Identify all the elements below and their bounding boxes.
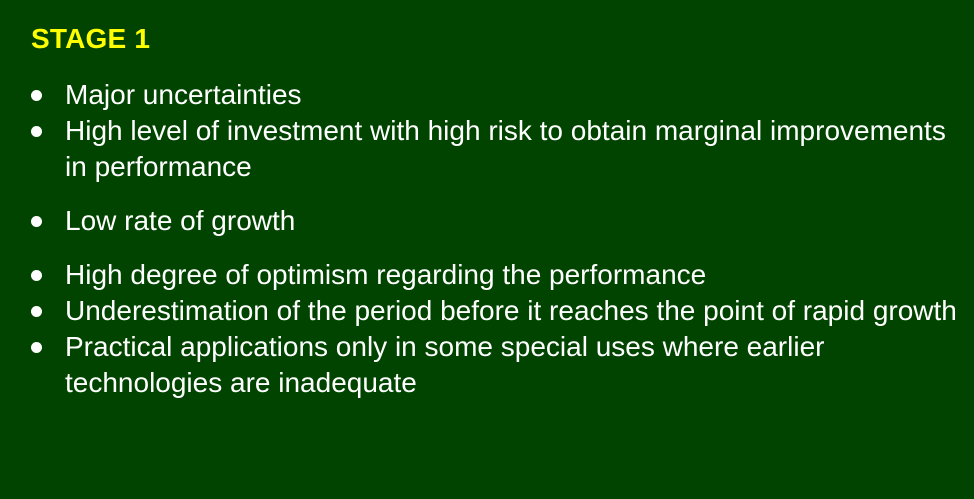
bullet-item: Underestimation of the period before it …	[28, 293, 958, 329]
bullet-dot-icon	[31, 306, 42, 317]
bullet-text: Practical applications only in some spec…	[65, 331, 825, 398]
bullet-item: Practical applications only in some spec…	[28, 329, 958, 401]
bullet-item: Low rate of growth	[28, 203, 958, 239]
bullet-dot-icon	[31, 126, 42, 137]
bullet-text: High degree of optimism regarding the pe…	[65, 259, 707, 290]
bullet-item: High degree of optimism regarding the pe…	[28, 257, 958, 293]
bullet-item: High level of investment with high risk …	[28, 113, 958, 185]
bullet-dot-icon	[31, 216, 42, 227]
bullet-dot-icon	[31, 270, 42, 281]
slide-title: STAGE 1	[31, 23, 151, 54]
bullet-dot-icon	[31, 342, 42, 353]
bullet-text: High level of investment with high risk …	[65, 115, 946, 182]
bullet-dot-icon	[31, 90, 42, 101]
bullet-text: Underestimation of the period before it …	[65, 295, 957, 326]
bullet-text: Major uncertainties	[65, 79, 302, 110]
bullet-item: Major uncertainties	[28, 77, 958, 113]
bullet-text: Low rate of growth	[65, 205, 296, 236]
bullet-list: Major uncertainties High level of invest…	[28, 77, 958, 401]
